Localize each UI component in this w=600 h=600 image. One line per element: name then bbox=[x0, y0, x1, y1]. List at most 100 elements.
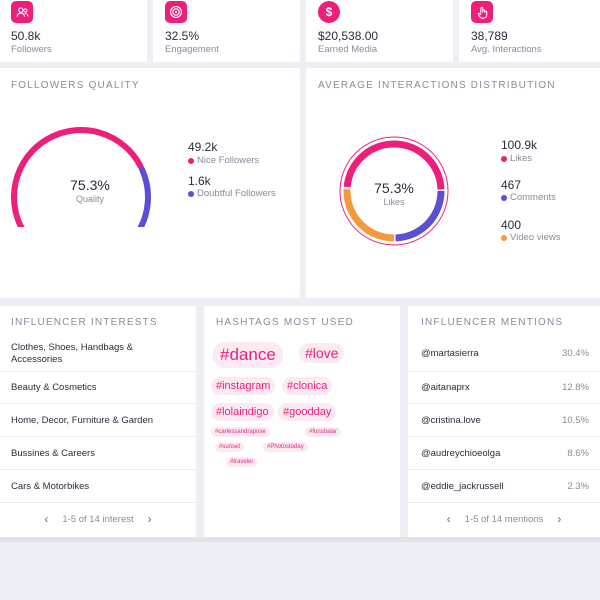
stat-card-avg-interactions: 38,789 Avg. Interactions bbox=[459, 0, 600, 62]
mention-percent: 30.4% bbox=[562, 348, 589, 359]
interest-row[interactable]: Cars & Motorbikes bbox=[0, 470, 196, 503]
interest-label: Bussines & Careers bbox=[11, 447, 95, 459]
interactions-card: AVERAGE INTERACTIONS DISTRIBUTION 75.3% … bbox=[306, 68, 600, 298]
dollar-icon: $ bbox=[318, 1, 340, 23]
mentions-pager: ‹ 1-5 of 14 mentions › bbox=[408, 512, 600, 526]
hashtag-carlessandrapose[interactable]: #carlessandrapose bbox=[211, 427, 270, 437]
interactions-title: AVERAGE INTERACTIONS DISTRIBUTION bbox=[318, 80, 556, 91]
mention-row[interactable]: @audreychioeolga 8.6% bbox=[408, 437, 600, 470]
hashtags-card: HASHTAGS MOST USED #dance #love #instagr… bbox=[204, 306, 400, 537]
likes-text: Likes bbox=[510, 153, 533, 164]
hashtag-love[interactable]: #love bbox=[299, 343, 345, 363]
quality-percent: 75.3% bbox=[70, 177, 110, 193]
mention-row[interactable]: @cristina.love 10.5% bbox=[408, 404, 600, 437]
mentions-pager-text: 1-5 of 14 mentions bbox=[464, 513, 544, 525]
earned-media-label: Earned Media bbox=[318, 44, 378, 55]
interest-label: Home, Decor, Furniture & Garden bbox=[11, 414, 154, 426]
mentions-card: INFLUENCER MENTIONS @martasierra 30.4% @… bbox=[408, 306, 600, 537]
hashtag-dance[interactable]: #dance bbox=[213, 342, 283, 368]
interests-pager-text: 1-5 of 14 interest bbox=[62, 513, 134, 525]
hashtag-clonica[interactable]: #clonica bbox=[282, 377, 333, 395]
interest-label: Cars & Motorbikes bbox=[11, 480, 90, 492]
mention-row[interactable]: @martasierra 30.4% bbox=[408, 336, 600, 372]
comments-text: Comments bbox=[510, 192, 556, 203]
mentions-title: INFLUENCER MENTIONS bbox=[421, 317, 564, 328]
bottom-divider bbox=[0, 537, 600, 542]
donut-likes-segment bbox=[343, 140, 445, 190]
mention-handle: @martasierra bbox=[421, 348, 479, 359]
hashtag-traveler[interactable]: #traveler bbox=[226, 457, 258, 467]
stat-card-engagement: 32.5% Engagement bbox=[153, 0, 300, 62]
followers-quality-card: FOLLOWERS QUALITY 75.3% Quality 49.2k Ni… bbox=[0, 68, 300, 298]
interactions-percent: 75.3% bbox=[374, 180, 414, 196]
mention-percent: 10.5% bbox=[562, 414, 589, 426]
mention-percent: 2.3% bbox=[567, 480, 589, 492]
doubtful-followers-dot bbox=[188, 190, 194, 197]
hand-pointer-icon bbox=[471, 1, 493, 23]
hashtag-goodday[interactable]: #goodday bbox=[278, 403, 337, 421]
video-views-label: Video views bbox=[501, 232, 561, 243]
nice-followers-text: Nice Followers bbox=[197, 155, 260, 166]
chevron-right-icon[interactable]: › bbox=[557, 512, 562, 526]
interests-card: INFLUENCER INTERESTS Clothes, Shoes, Han… bbox=[0, 306, 196, 537]
mention-row[interactable]: @aitanaprx 12.8% bbox=[408, 372, 600, 404]
stat-card-followers: 50.8k Followers bbox=[0, 0, 147, 62]
likes-value: 100.9k bbox=[501, 138, 538, 152]
quality-gauge-center: 75.3% Quality bbox=[59, 177, 121, 204]
nice-followers-label: Nice Followers bbox=[188, 155, 259, 166]
video-views-value: 400 bbox=[501, 218, 522, 232]
donut-video-segment bbox=[343, 189, 395, 242]
donut-comments-segment bbox=[395, 190, 445, 242]
interest-row[interactable]: Beauty & Cosmetics bbox=[0, 372, 196, 404]
chevron-right-icon[interactable]: › bbox=[147, 512, 152, 526]
interactions-donut bbox=[339, 136, 449, 246]
interest-row[interactable]: Home, Decor, Furniture & Garden bbox=[0, 404, 196, 437]
target-icon bbox=[165, 1, 187, 23]
mention-percent: 8.6% bbox=[567, 447, 589, 459]
comments-value: 467 bbox=[501, 178, 522, 192]
stat-card-earned-media: $ $20,538.00 Earned Media bbox=[306, 0, 453, 62]
comments-label: Comments bbox=[501, 192, 556, 203]
gauge-nice-segment bbox=[11, 127, 144, 227]
interactions-donut-center: 75.3% Likes bbox=[363, 180, 425, 207]
avg-interactions-value: 38,789 bbox=[471, 29, 508, 43]
hashtag-photostoday[interactable]: #Photostoday bbox=[263, 442, 308, 452]
avg-interactions-label: Avg. Interactions bbox=[471, 44, 542, 55]
nice-followers-dot bbox=[188, 157, 194, 164]
mention-handle: @audreychioeolga bbox=[421, 447, 501, 459]
mention-handle: @aitanaprx bbox=[421, 382, 470, 393]
mention-handle: @cristina.love bbox=[421, 414, 481, 426]
interest-label: Clothes, Shoes, Handbags & Accessories bbox=[11, 341, 133, 365]
doubtful-followers-label: Doubtful Followers bbox=[188, 188, 276, 199]
hashtag-lolaindigo[interactable]: #lolaindigo bbox=[211, 403, 274, 421]
engagement-value: 32.5% bbox=[165, 29, 200, 43]
hashtag-funsbalar[interactable]: #funsbalar bbox=[305, 427, 342, 437]
likes-dot bbox=[501, 155, 507, 162]
chevron-left-icon[interactable]: ‹ bbox=[446, 512, 451, 526]
interactions-sublabel: Likes bbox=[383, 197, 405, 207]
comments-dot bbox=[501, 194, 507, 201]
engagement-label: Engagement bbox=[165, 44, 219, 55]
followers-label: Followers bbox=[11, 44, 52, 55]
doubtful-followers-value: 1.6k bbox=[188, 174, 211, 188]
video-views-text: Video views bbox=[510, 232, 561, 243]
interest-row[interactable]: Bussines & Careers bbox=[0, 437, 196, 470]
hashtag-instagram[interactable]: #instagram bbox=[211, 377, 276, 395]
interests-title: INFLUENCER INTERESTS bbox=[11, 317, 158, 328]
interest-row[interactable]: Clothes, Shoes, Handbags & Accessories bbox=[0, 336, 196, 372]
interests-pager: ‹ 1-5 of 14 interest › bbox=[0, 512, 196, 526]
earned-media-value: $20,538.00 bbox=[318, 29, 379, 43]
hashtags-title: HASHTAGS MOST USED bbox=[216, 317, 354, 328]
nice-followers-value: 49.2k bbox=[188, 140, 218, 154]
followers-quality-title: FOLLOWERS QUALITY bbox=[11, 80, 140, 91]
gauge-doubtful-segment bbox=[137, 166, 151, 227]
video-views-dot bbox=[501, 234, 507, 241]
quality-gauge bbox=[11, 127, 151, 227]
doubtful-followers-text: Doubtful Followers bbox=[197, 188, 276, 199]
chevron-left-icon[interactable]: ‹ bbox=[44, 512, 49, 526]
mention-row[interactable]: @eddie_jackrussell 2.3% bbox=[408, 470, 600, 503]
hashtag-sunset[interactable]: #sunset bbox=[215, 442, 245, 452]
mention-handle: @eddie_jackrussell bbox=[421, 480, 504, 492]
mention-percent: 12.8% bbox=[562, 382, 589, 393]
likes-label: Likes bbox=[501, 153, 532, 164]
